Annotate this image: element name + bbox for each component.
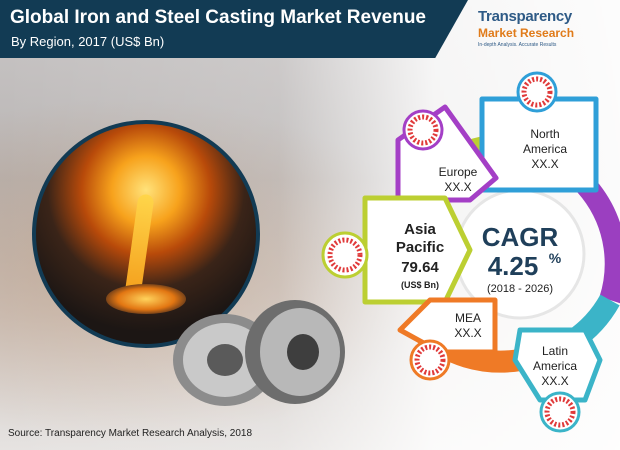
card-latin-america [512, 327, 603, 403]
logo-line1: Transparency [478, 8, 572, 25]
dial-mea [409, 339, 451, 381]
label-latin-america-line1: Latin [542, 344, 568, 358]
logo-tagline: In-depth Analysis. Accurate Results [478, 42, 557, 48]
source-note: Source: Transparency Market Research Ana… [8, 428, 253, 439]
value-north-america: XX.X [531, 157, 558, 171]
cagr-value: 4.25 [488, 251, 539, 281]
value-latin-america: XX.X [541, 374, 568, 388]
casting-mold [106, 284, 186, 314]
dial-latin-america [539, 391, 581, 433]
value-europe: XX.X [444, 180, 471, 194]
title-band [0, 0, 468, 58]
chart-subtitle: By Region, 2017 (US$ Bn) [11, 34, 165, 49]
value-asia-pacific: 79.64 [401, 259, 439, 276]
label-asia-pacific-line1: Asia [404, 221, 436, 238]
unit-asia-pacific: (US$ Bn) [401, 280, 439, 290]
value-mea: XX.X [454, 326, 481, 340]
label-mea: MEA [455, 311, 481, 325]
chart-title: Global Iron and Steel Casting Market Rev… [10, 7, 426, 28]
molten-metal-photo [32, 120, 260, 348]
casting-wheels-image [173, 300, 345, 406]
label-latin-america-line2: America [533, 359, 577, 373]
cagr-period: (2018 - 2026) [487, 283, 553, 295]
dial-north-america [516, 71, 558, 113]
dial-asia-pacific [321, 231, 369, 279]
tmr-logo: Transparency Market Research In-depth An… [478, 8, 618, 68]
dial-europe [402, 109, 444, 151]
label-north-america-line2: America [523, 142, 567, 156]
cagr-unit: % [549, 250, 562, 266]
label-north-america-line1: North [530, 127, 559, 141]
label-europe: Europe [439, 165, 478, 179]
cagr-label: CAGR [482, 222, 559, 252]
logo-line2: Market Research [478, 26, 575, 40]
card-asia-pacific [362, 195, 473, 305]
label-asia-pacific-line2: Pacific [396, 239, 444, 256]
